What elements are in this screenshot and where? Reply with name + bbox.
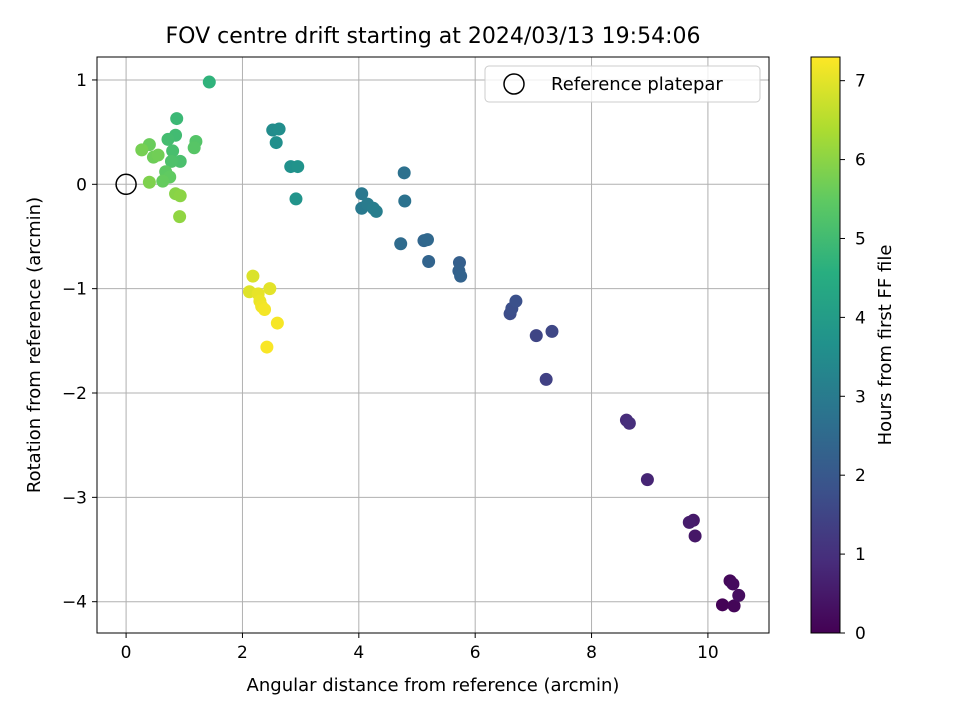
scatter-point-52 bbox=[135, 143, 149, 157]
scatter-point-48 bbox=[156, 174, 170, 188]
colorbar-label: Hours from first FF file bbox=[875, 245, 896, 446]
scatter-point-1 bbox=[727, 599, 741, 613]
scatter-point-32 bbox=[272, 122, 286, 136]
x-tick-label-0: 0 bbox=[121, 643, 132, 663]
colorbar-tick-label-5: 5 bbox=[855, 229, 866, 249]
scatter-point-38 bbox=[170, 112, 184, 126]
scatter-point-57 bbox=[246, 269, 260, 283]
scatter-point-63 bbox=[258, 303, 272, 317]
scatter-point-26 bbox=[355, 187, 369, 201]
y-tick-label-5: −4 bbox=[62, 593, 87, 613]
colorbar-tick-label-3: 3 bbox=[855, 387, 866, 407]
scatter-point-24 bbox=[397, 166, 411, 180]
scatter-point-41 bbox=[166, 144, 180, 158]
legend-entry-reference-platepar: Reference platepar bbox=[551, 74, 723, 95]
colorbar-tick-label-4: 4 bbox=[855, 308, 866, 328]
scatter-point-36 bbox=[289, 192, 303, 206]
scatter-point-4 bbox=[732, 588, 746, 602]
y-tick-label-4: −3 bbox=[62, 488, 87, 508]
legend-circle-marker bbox=[503, 73, 525, 95]
scatter-point-64 bbox=[270, 316, 284, 330]
colorbar-tick-label-1: 1 bbox=[855, 545, 866, 565]
scatter-point-22 bbox=[420, 233, 434, 247]
scatter-point-19 bbox=[454, 269, 468, 283]
scatter-point-37 bbox=[202, 75, 216, 89]
scatter-point-35 bbox=[291, 160, 305, 174]
scatter-point-10 bbox=[622, 416, 636, 430]
scatter-point-5 bbox=[688, 529, 702, 543]
legend: Reference platepar bbox=[484, 65, 761, 103]
scatter-point-33 bbox=[269, 136, 283, 150]
scatter-point-51 bbox=[151, 148, 165, 162]
scatter-point-56 bbox=[173, 210, 187, 224]
scatter-point-30 bbox=[369, 204, 383, 218]
data-points bbox=[135, 75, 746, 613]
scatter-point-0 bbox=[715, 598, 729, 612]
x-tick-label-4: 8 bbox=[586, 643, 597, 663]
colorbar-ticks: 0 1 2 3 4 5 6 7 bbox=[840, 72, 866, 644]
y-tick-label-3: −2 bbox=[62, 384, 87, 404]
scatter-point-59 bbox=[263, 282, 277, 296]
y-tick-label-2: −1 bbox=[62, 280, 87, 300]
reference-marker bbox=[115, 173, 137, 196]
scatter-point-11 bbox=[539, 372, 553, 386]
chart-title: FOV centre drift starting at 2024/03/13 … bbox=[166, 24, 701, 49]
y-tick-label-1: 0 bbox=[76, 175, 87, 195]
scatter-point-65 bbox=[260, 340, 274, 354]
scatter-point-20 bbox=[422, 255, 436, 269]
scatter-point-53 bbox=[142, 175, 156, 189]
y-tick-label-0: 1 bbox=[76, 71, 87, 91]
colorbar-tick-label-2: 2 bbox=[855, 466, 866, 486]
scatter-point-3 bbox=[726, 577, 740, 591]
scatter-point-45 bbox=[187, 141, 201, 155]
scatter-point-40 bbox=[161, 132, 175, 146]
x-axis-ticks: 0 2 4 6 8 10 bbox=[121, 633, 719, 663]
scatter-point-12 bbox=[529, 329, 543, 343]
colorbar-tick-label-6: 6 bbox=[855, 151, 866, 171]
x-tick-label-5: 10 bbox=[697, 643, 719, 663]
x-tick-label-3: 6 bbox=[470, 643, 481, 663]
legend-box bbox=[484, 65, 761, 103]
colorbar-tick-label-0: 0 bbox=[855, 624, 866, 644]
plot-frame bbox=[96, 56, 770, 634]
colorbar bbox=[810, 56, 841, 634]
scatter-point-43 bbox=[164, 154, 178, 168]
scatter-point-7 bbox=[682, 515, 696, 529]
y-axis-label: Rotation from reference (arcmin) bbox=[24, 197, 45, 493]
y-axis-ticks: 1 0 −1 −2 −3 −4 bbox=[62, 71, 97, 613]
x-tick-label-2: 4 bbox=[353, 643, 364, 663]
colorbar-tick-label-7: 7 bbox=[855, 72, 866, 92]
scatter-point-8 bbox=[640, 473, 654, 487]
scatter-point-13 bbox=[545, 324, 559, 338]
scatter-point-55 bbox=[173, 189, 187, 203]
scatter-point-16 bbox=[509, 294, 523, 308]
x-axis-label: Angular distance from reference (arcmin) bbox=[247, 675, 620, 696]
scatter-point-23 bbox=[394, 237, 408, 251]
x-tick-label-1: 2 bbox=[237, 643, 248, 663]
scatter-point-25 bbox=[398, 194, 412, 208]
reference-platepar-marker bbox=[115, 173, 137, 196]
